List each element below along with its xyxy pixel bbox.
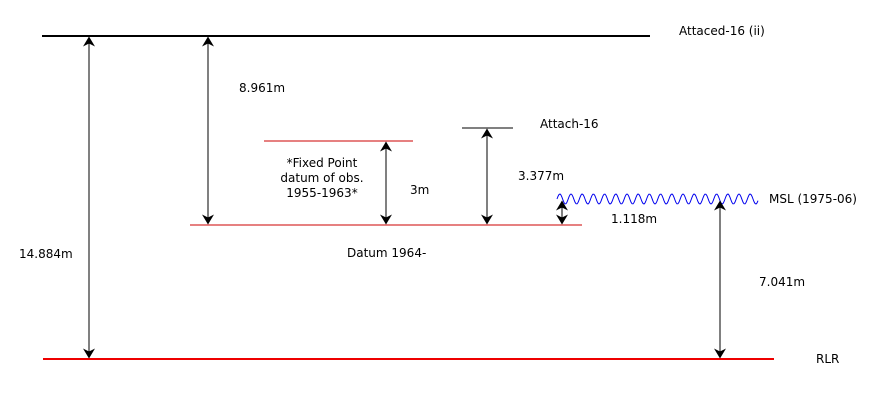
attach-label: Attach-16: [540, 117, 599, 131]
msl-label: MSL (1975-06): [769, 192, 857, 206]
fixed-point-label-line1: *Fixed Point: [287, 156, 358, 170]
attached-top-label: Attaced-16 (ii): [679, 24, 765, 38]
fixed-point-label-line2: datum of obs.: [280, 171, 363, 185]
fixed-point-measurement-label: 3m: [410, 183, 429, 197]
attach-to-datum-measurement-label: 3.377m: [518, 169, 564, 183]
total-measurement-label: 14.884m: [19, 247, 73, 261]
datum-label: Datum 1964-: [347, 246, 426, 260]
top-to-datum-measurement-label: 8.961m: [239, 81, 285, 95]
msl-wave-line: [556, 193, 759, 205]
rlr-label: RLR: [816, 352, 839, 366]
fixed-point-label-line3: 1955-1963*: [286, 186, 357, 200]
msl-to-rlr-measurement-label: 7.041m: [759, 275, 805, 289]
datum-to-msl-measurement-label: 1.118m: [611, 212, 657, 226]
